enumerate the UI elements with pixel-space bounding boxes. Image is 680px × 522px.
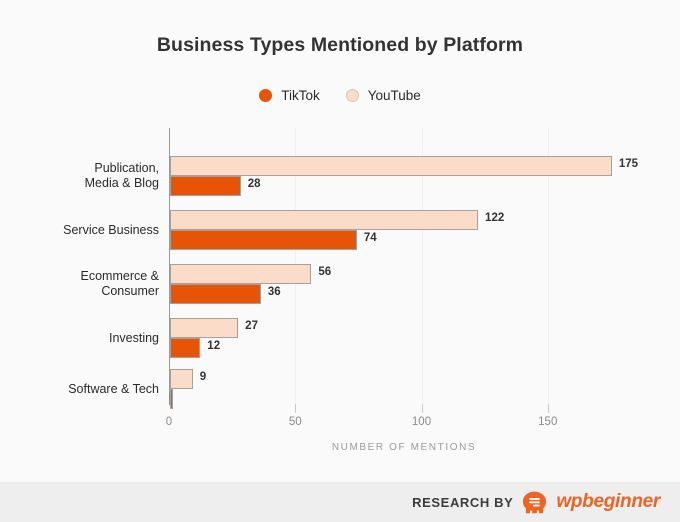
x-tick-label: 150 [538, 416, 558, 428]
footer-bar: RESEARCH BY wpbeginner [0, 482, 680, 522]
x-tick-mark [169, 394, 170, 405]
bar-youtube[interactable] [170, 369, 193, 389]
category-label: Software & Tech [19, 382, 159, 397]
wpbeginner-speech-bubble-icon [523, 491, 547, 513]
category-label: Investing [19, 331, 159, 346]
bar-tiktok[interactable] [170, 230, 357, 250]
category-label-line: Ecommerce & [80, 269, 160, 283]
x-tick-label: 0 [165, 416, 173, 428]
category-axis-labels: Publication, Media & Blog Service Business… [14, 128, 159, 404]
x-tick-mark [547, 404, 549, 413]
category-label-line: Investing [108, 330, 159, 345]
page-title: Business Types Mentioned by Platform [156, 34, 524, 56]
bar-tiktok[interactable] [170, 338, 201, 358]
bar-value-label: 27 [245, 320, 258, 332]
wpbeginner-wordmark: wpbeginner [556, 491, 660, 512]
bar-value-label: 122 [485, 212, 505, 224]
x-tick-mark [421, 404, 423, 413]
x-tick-label: 100 [411, 416, 432, 428]
bar-value-label: 56 [318, 266, 332, 278]
bar-youtube[interactable] [170, 156, 612, 176]
legend-swatch-tiktok [259, 89, 273, 102]
bar-tiktok[interactable] [170, 389, 173, 409]
legend-item-tiktok: TikTok [259, 88, 320, 103]
category-label-line: Publication, [94, 161, 159, 175]
bar-youtube[interactable] [170, 210, 479, 230]
y-axis-spine [169, 128, 170, 404]
category-label: Ecommerce & Consumer [19, 269, 160, 299]
bar-value-label: 9 [199, 371, 207, 383]
x-axis: 0 50 100 150 [165, 394, 639, 434]
gridline [547, 128, 549, 404]
legend-swatch-youtube [345, 89, 359, 102]
category-label: Service Business [19, 223, 159, 238]
bar-value-label: 175 [618, 158, 639, 170]
bar-value-label: 36 [267, 286, 281, 298]
category-label-line: Service Business [63, 222, 159, 237]
research-by-label: RESEARCH BY [412, 494, 514, 510]
bar-tiktok[interactable] [170, 284, 261, 304]
x-axis-title: NUMBER OF MENTIONS [331, 442, 477, 453]
category-label-line: Software & Tech [68, 381, 159, 396]
category-label-line: Consumer [101, 284, 159, 298]
bar-value-label: 28 [247, 178, 261, 190]
x-tick-mark [295, 404, 297, 413]
gridline [421, 128, 423, 404]
category-label-line: Media & Blog [84, 176, 159, 190]
category-label: Publication, Media & Blog [19, 161, 159, 191]
bar-youtube[interactable] [170, 318, 239, 338]
bar-youtube[interactable] [170, 264, 312, 284]
legend-item-youtube: YouTube [345, 88, 421, 103]
plot-area: 175 28 122 74 56 36 27 12 9 [169, 128, 639, 409]
legend-label-tiktok: TikTok [281, 88, 320, 103]
x-tick-label: 50 [288, 416, 302, 428]
bar-value-label: 74 [363, 232, 377, 244]
bar-value-label: 12 [207, 340, 221, 352]
legend-label-youtube: YouTube [367, 88, 421, 103]
chart-legend: TikTok YouTube [0, 88, 680, 103]
bar-tiktok[interactable] [170, 176, 241, 196]
